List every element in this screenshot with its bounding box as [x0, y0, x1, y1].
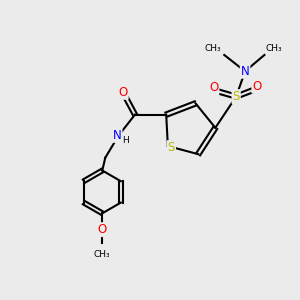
Text: CH₃: CH₃	[94, 250, 111, 259]
Text: H: H	[122, 136, 129, 145]
Text: O: O	[209, 81, 218, 94]
Text: S: S	[232, 90, 240, 103]
Text: O: O	[118, 86, 128, 99]
Text: N: N	[241, 65, 249, 78]
Text: O: O	[98, 223, 107, 236]
Text: N: N	[113, 129, 122, 142]
Text: S: S	[168, 141, 175, 154]
Text: O: O	[252, 80, 262, 93]
Text: CH₃: CH₃	[266, 44, 283, 52]
Text: CH₃: CH₃	[205, 44, 221, 52]
